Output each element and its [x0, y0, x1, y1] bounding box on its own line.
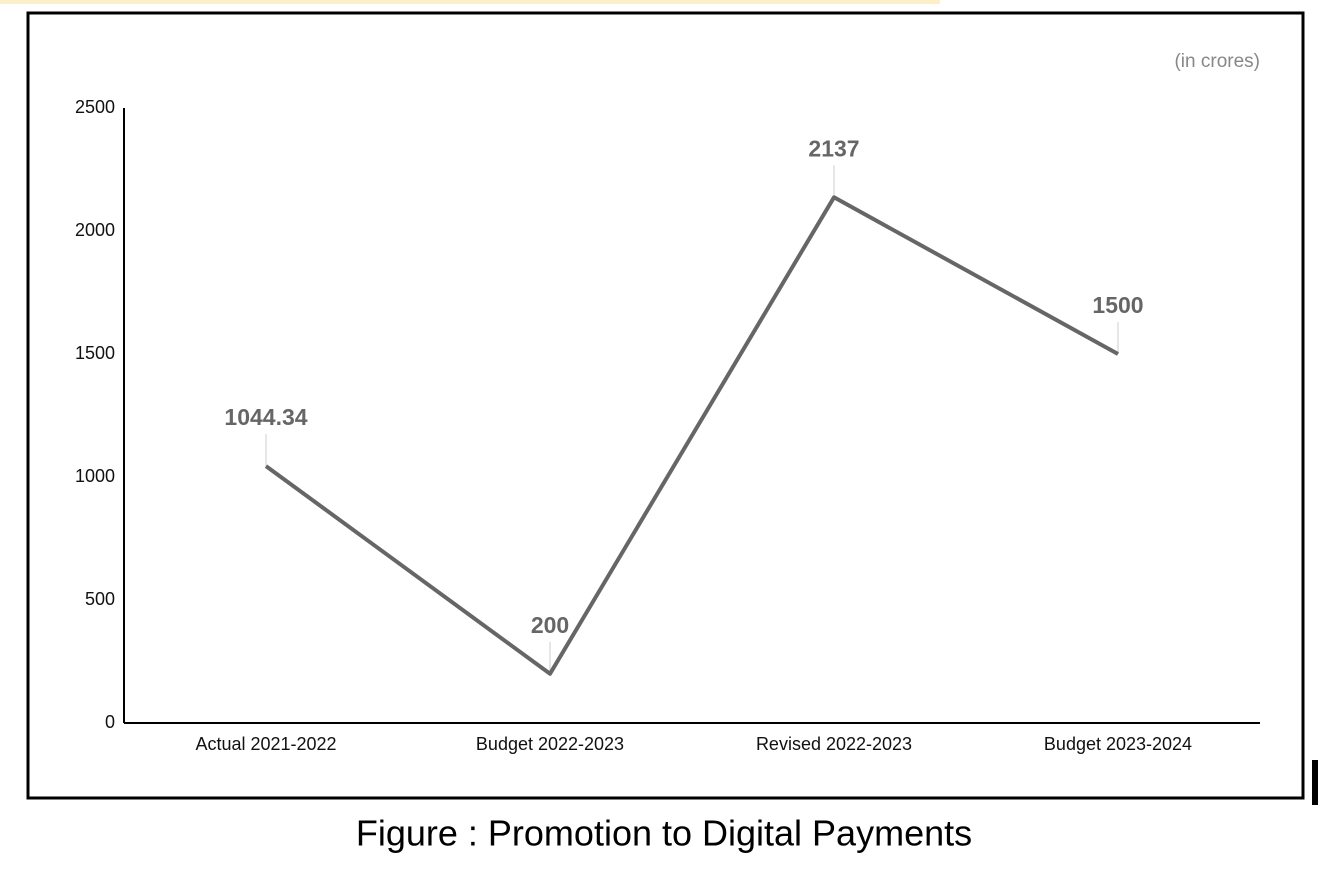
data-line — [264, 195, 1119, 676]
y-tick-label: 1500 — [75, 343, 115, 363]
x-tick-label: Budget 2023-2024 — [1044, 734, 1192, 754]
data-label: 1500 — [1092, 292, 1143, 318]
x-tick-label: Revised 2022-2023 — [756, 734, 912, 754]
y-tick-label: 2000 — [75, 220, 115, 240]
x-tick-label: Budget 2022-2023 — [476, 734, 624, 754]
data-label: 200 — [531, 612, 569, 638]
y-tick-label: 0 — [105, 712, 115, 732]
data-label: 2137 — [808, 135, 859, 161]
figure-caption: Figure : Promotion to Digital Payments — [356, 813, 972, 854]
unit-note: (in crores) — [1174, 51, 1260, 72]
y-tick-label: 500 — [85, 589, 115, 609]
cursor-bar — [1312, 760, 1318, 805]
x-tick-label: Actual 2021-2022 — [195, 734, 336, 754]
y-tick-label: 1000 — [75, 466, 115, 486]
chart-frame — [26, 11, 1305, 800]
top-strip — [0, 0, 940, 4]
y-tick-label: 2500 — [75, 97, 115, 117]
data-label: 1044.34 — [224, 404, 307, 430]
